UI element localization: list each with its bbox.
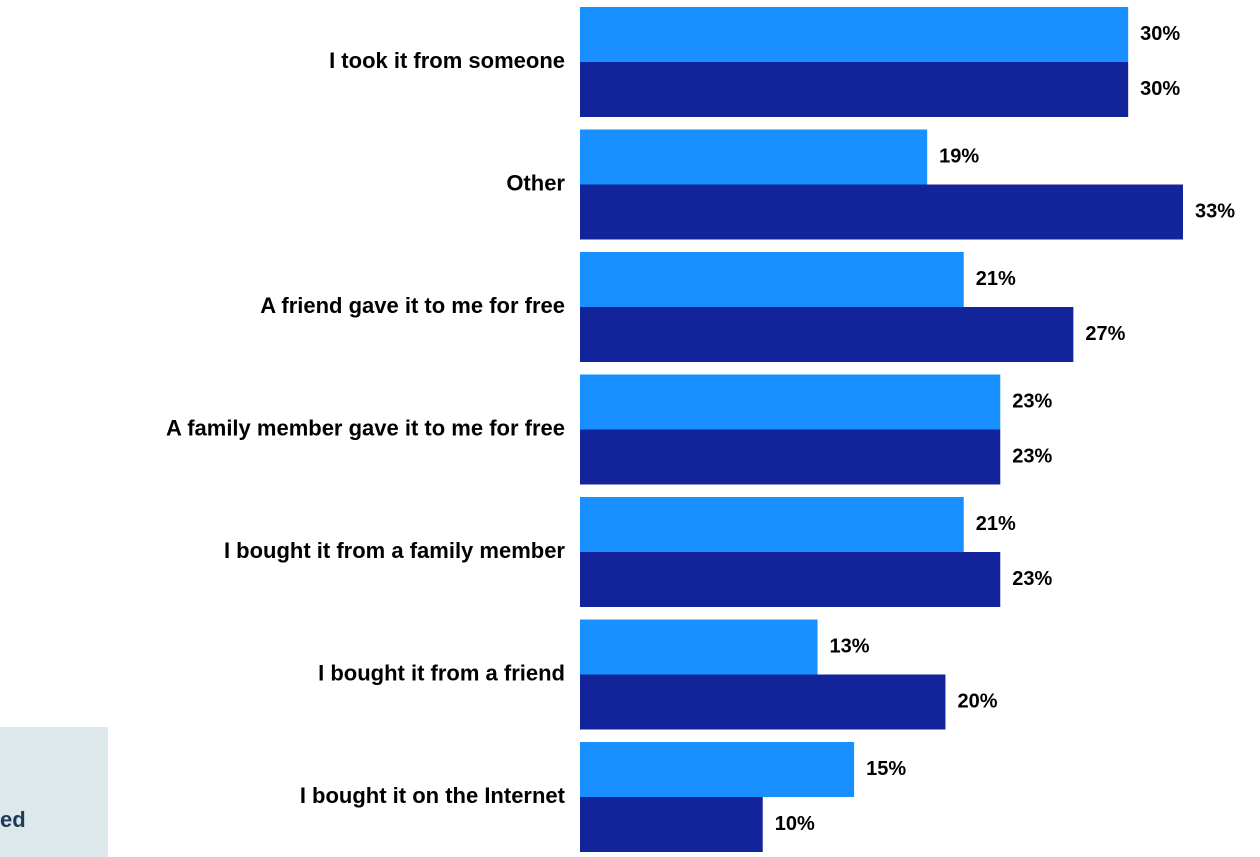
bar-series-2 — [580, 674, 946, 730]
data-label: 21% — [976, 268, 1016, 290]
category-label: I took it from someone — [329, 48, 565, 73]
bar-series-1 — [580, 252, 964, 307]
data-label: 30% — [1140, 23, 1180, 45]
bar-series-1 — [580, 742, 855, 797]
data-label: 30% — [1140, 78, 1180, 100]
data-label: 10% — [775, 813, 815, 835]
side-panel-text: ed — [0, 807, 26, 832]
data-label: 19% — [939, 145, 979, 167]
bar-series-1 — [580, 374, 1001, 430]
category-label: A friend gave it to me for free — [260, 293, 565, 318]
bar-series-2 — [580, 797, 763, 852]
bar-series-2 — [580, 184, 1183, 240]
data-label: 27% — [1085, 323, 1125, 345]
category-label: I bought it from a family member — [224, 538, 565, 563]
bar-series-1 — [580, 619, 818, 675]
data-label: 23% — [1012, 568, 1052, 590]
data-label: 15% — [866, 758, 906, 780]
bar-series-1 — [580, 129, 928, 185]
category-label: I bought it on the Internet — [300, 783, 566, 808]
data-label: 33% — [1195, 200, 1235, 222]
bar-series-2 — [580, 62, 1129, 117]
data-label: 20% — [957, 690, 997, 712]
data-label: 21% — [976, 513, 1016, 535]
category-label: I bought it from a friend — [318, 660, 565, 685]
data-label: 23% — [1012, 390, 1052, 412]
bar-series-1 — [580, 7, 1129, 62]
category-label: A family member gave it to me for free — [166, 415, 565, 440]
bar-series-2 — [580, 307, 1074, 362]
data-label: 23% — [1012, 445, 1052, 467]
side-panel: ed — [0, 727, 108, 857]
bar-series-2 — [580, 552, 1001, 607]
bar-series-1 — [580, 497, 964, 552]
data-label: 13% — [830, 635, 870, 657]
category-label: Other — [506, 170, 565, 195]
bar-series-2 — [580, 429, 1001, 485]
